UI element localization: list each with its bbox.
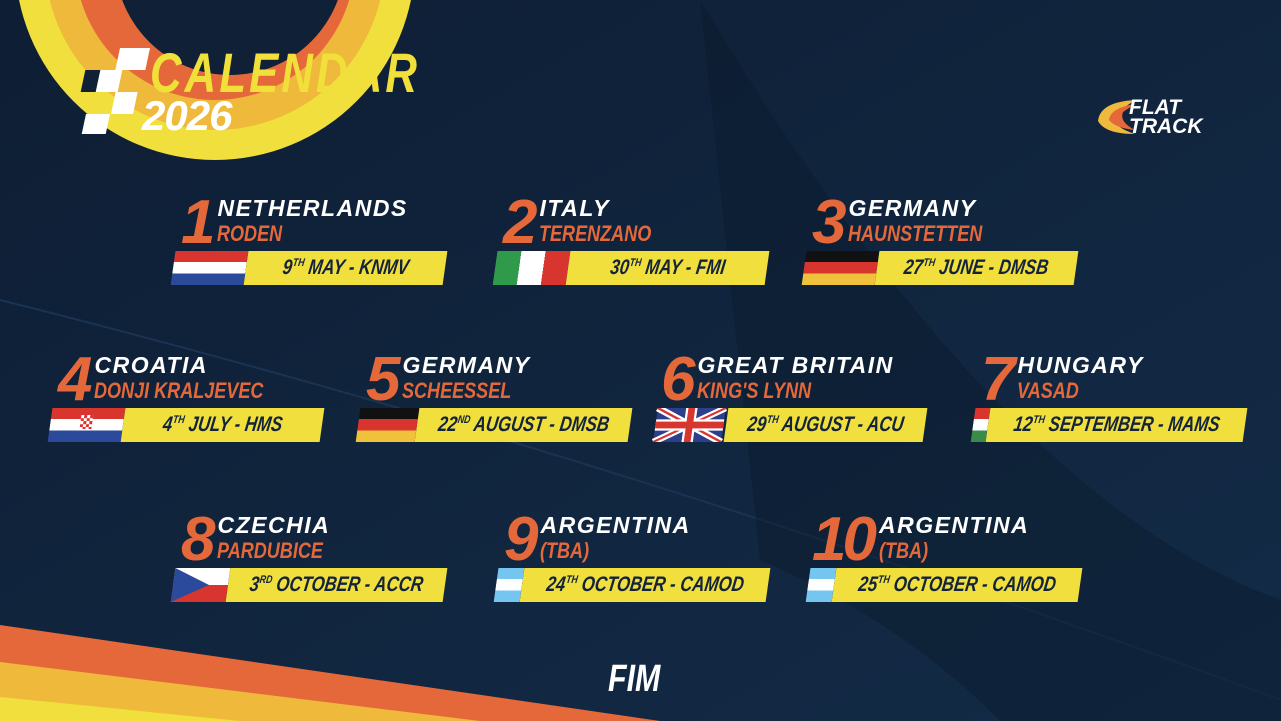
event-country: GERMANY bbox=[402, 352, 531, 378]
germany-flag-icon bbox=[801, 251, 880, 285]
round-number: 10 bbox=[812, 505, 877, 574]
event-card-2: 2 ITALY TERENZANO 30TH MAY - FMI bbox=[492, 188, 775, 288]
event-city: HAUNSTETTEN bbox=[848, 221, 983, 246]
italy-flag-icon bbox=[492, 251, 571, 285]
event-date-bar: 30TH MAY - FMI bbox=[492, 251, 770, 285]
event-date-bar: 29TH AUGUST - ACU bbox=[651, 408, 928, 442]
event-date: 27TH JUNE - DMSB bbox=[874, 251, 1079, 285]
argentina-flag-icon bbox=[805, 568, 836, 602]
event-country: NETHERLANDS bbox=[217, 195, 408, 221]
event-date: 29TH AUGUST - ACU bbox=[723, 408, 928, 442]
event-date-bar: 3RD OCTOBER - ACCR bbox=[170, 568, 448, 602]
event-country: CROATIA bbox=[94, 352, 209, 378]
event-card-4: 4 CROATIA DONJI KRALJEVEC 4TH JULY - HMS bbox=[47, 345, 330, 445]
event-card-10: 10 ARGENTINA (TBA) 25TH OCTOBER - CAMOD bbox=[805, 505, 1088, 605]
event-country: ARGENTINA bbox=[540, 512, 691, 538]
round-number: 9 bbox=[504, 505, 539, 574]
flat-track-logo: FLAT TRACK bbox=[1095, 96, 1203, 141]
event-date: 25TH OCTOBER - CAMOD bbox=[831, 568, 1083, 602]
event-date: 3RD OCTOBER - ACCR bbox=[226, 568, 448, 602]
season-year: 2026 bbox=[142, 92, 232, 139]
event-city: KING'S LYNN bbox=[697, 378, 812, 403]
event-country: GREAT BRITAIN bbox=[697, 352, 894, 378]
round-number: 4 bbox=[58, 345, 93, 414]
event-date: 30TH MAY - FMI bbox=[565, 251, 770, 285]
round-number: 1 bbox=[181, 188, 216, 257]
event-card-1: 1 NETHERLANDS RODEN 9TH MAY - KNMV bbox=[170, 188, 453, 288]
czechia-flag-icon bbox=[170, 568, 231, 602]
event-date-bar: 22ND AUGUST - DMSB bbox=[355, 408, 633, 442]
round-number: 6 bbox=[661, 345, 696, 414]
event-date-bar: 9TH MAY - KNMV bbox=[170, 251, 448, 285]
event-city: RODEN bbox=[217, 221, 283, 246]
event-city: PARDUBICE bbox=[217, 538, 324, 563]
checkered-flag-icon bbox=[80, 48, 150, 134]
round-number: 7 bbox=[981, 345, 1016, 414]
event-country: ITALY bbox=[539, 195, 611, 221]
event-date-bar: 4TH JULY - HMS bbox=[47, 408, 325, 442]
germany-flag-icon bbox=[355, 408, 419, 442]
event-date-bar: 27TH JUNE - DMSB bbox=[801, 251, 1079, 285]
event-date: 4TH JULY - HMS bbox=[120, 408, 325, 442]
fim-logo: FIM bbox=[608, 658, 661, 700]
argentina-flag-icon bbox=[493, 568, 524, 602]
event-country: ARGENTINA bbox=[878, 512, 1030, 538]
round-number: 3 bbox=[812, 188, 847, 257]
event-card-9: 9 ARGENTINA (TBA) 24TH OCTOBER - CAMOD bbox=[493, 505, 776, 605]
event-card-5: 5 GERMANY SCHEESSEL 22ND AUGUST - DMSB bbox=[355, 345, 638, 445]
event-city: DONJI KRALJEVEC bbox=[94, 378, 264, 403]
event-card-8: 8 CZECHIA PARDUBICE 3RD OCTOBER - ACCR bbox=[170, 505, 453, 605]
round-number: 5 bbox=[366, 345, 401, 414]
netherlands-flag-icon bbox=[170, 251, 249, 285]
event-date-bar: 12TH SEPTEMBER - MAMS bbox=[970, 408, 1248, 442]
event-city: (TBA) bbox=[540, 538, 590, 563]
event-city: SCHEESSEL bbox=[402, 378, 512, 403]
event-city: VASAD bbox=[1017, 378, 1080, 403]
event-date: 22ND AUGUST - DMSB bbox=[414, 408, 633, 442]
event-country: HUNGARY bbox=[1017, 352, 1144, 378]
event-date: 9TH MAY - KNMV bbox=[243, 251, 448, 285]
event-date: 12TH SEPTEMBER - MAMS bbox=[985, 408, 1248, 442]
event-country: GERMANY bbox=[848, 195, 977, 221]
round-number: 8 bbox=[181, 505, 216, 574]
event-date-bar: 24TH OCTOBER - CAMOD bbox=[493, 568, 771, 602]
event-date: 24TH OCTOBER - CAMOD bbox=[519, 568, 771, 602]
event-card-3: 3 GERMANY HAUNSTETTEN 27TH JUNE - DMSB bbox=[801, 188, 1084, 288]
croatia-flag-icon bbox=[47, 408, 126, 442]
great-britain-flag-icon bbox=[651, 408, 729, 442]
event-card-6: 6 GREAT BRITAIN KING'S LYNN 29TH AUGUST … bbox=[651, 345, 933, 445]
round-number: 2 bbox=[503, 188, 538, 257]
page-title: CALENDAR bbox=[150, 41, 421, 104]
flat-track-swoosh-icon bbox=[1098, 100, 1135, 134]
event-city: TERENZANO bbox=[539, 221, 652, 246]
event-card-7: 7 HUNGARY VASAD 12TH SEPTEMBER - MAMS bbox=[970, 345, 1253, 445]
event-date-bar: 25TH OCTOBER - CAMOD bbox=[805, 568, 1083, 602]
event-country: CZECHIA bbox=[217, 512, 331, 538]
event-city: (TBA) bbox=[878, 538, 929, 563]
